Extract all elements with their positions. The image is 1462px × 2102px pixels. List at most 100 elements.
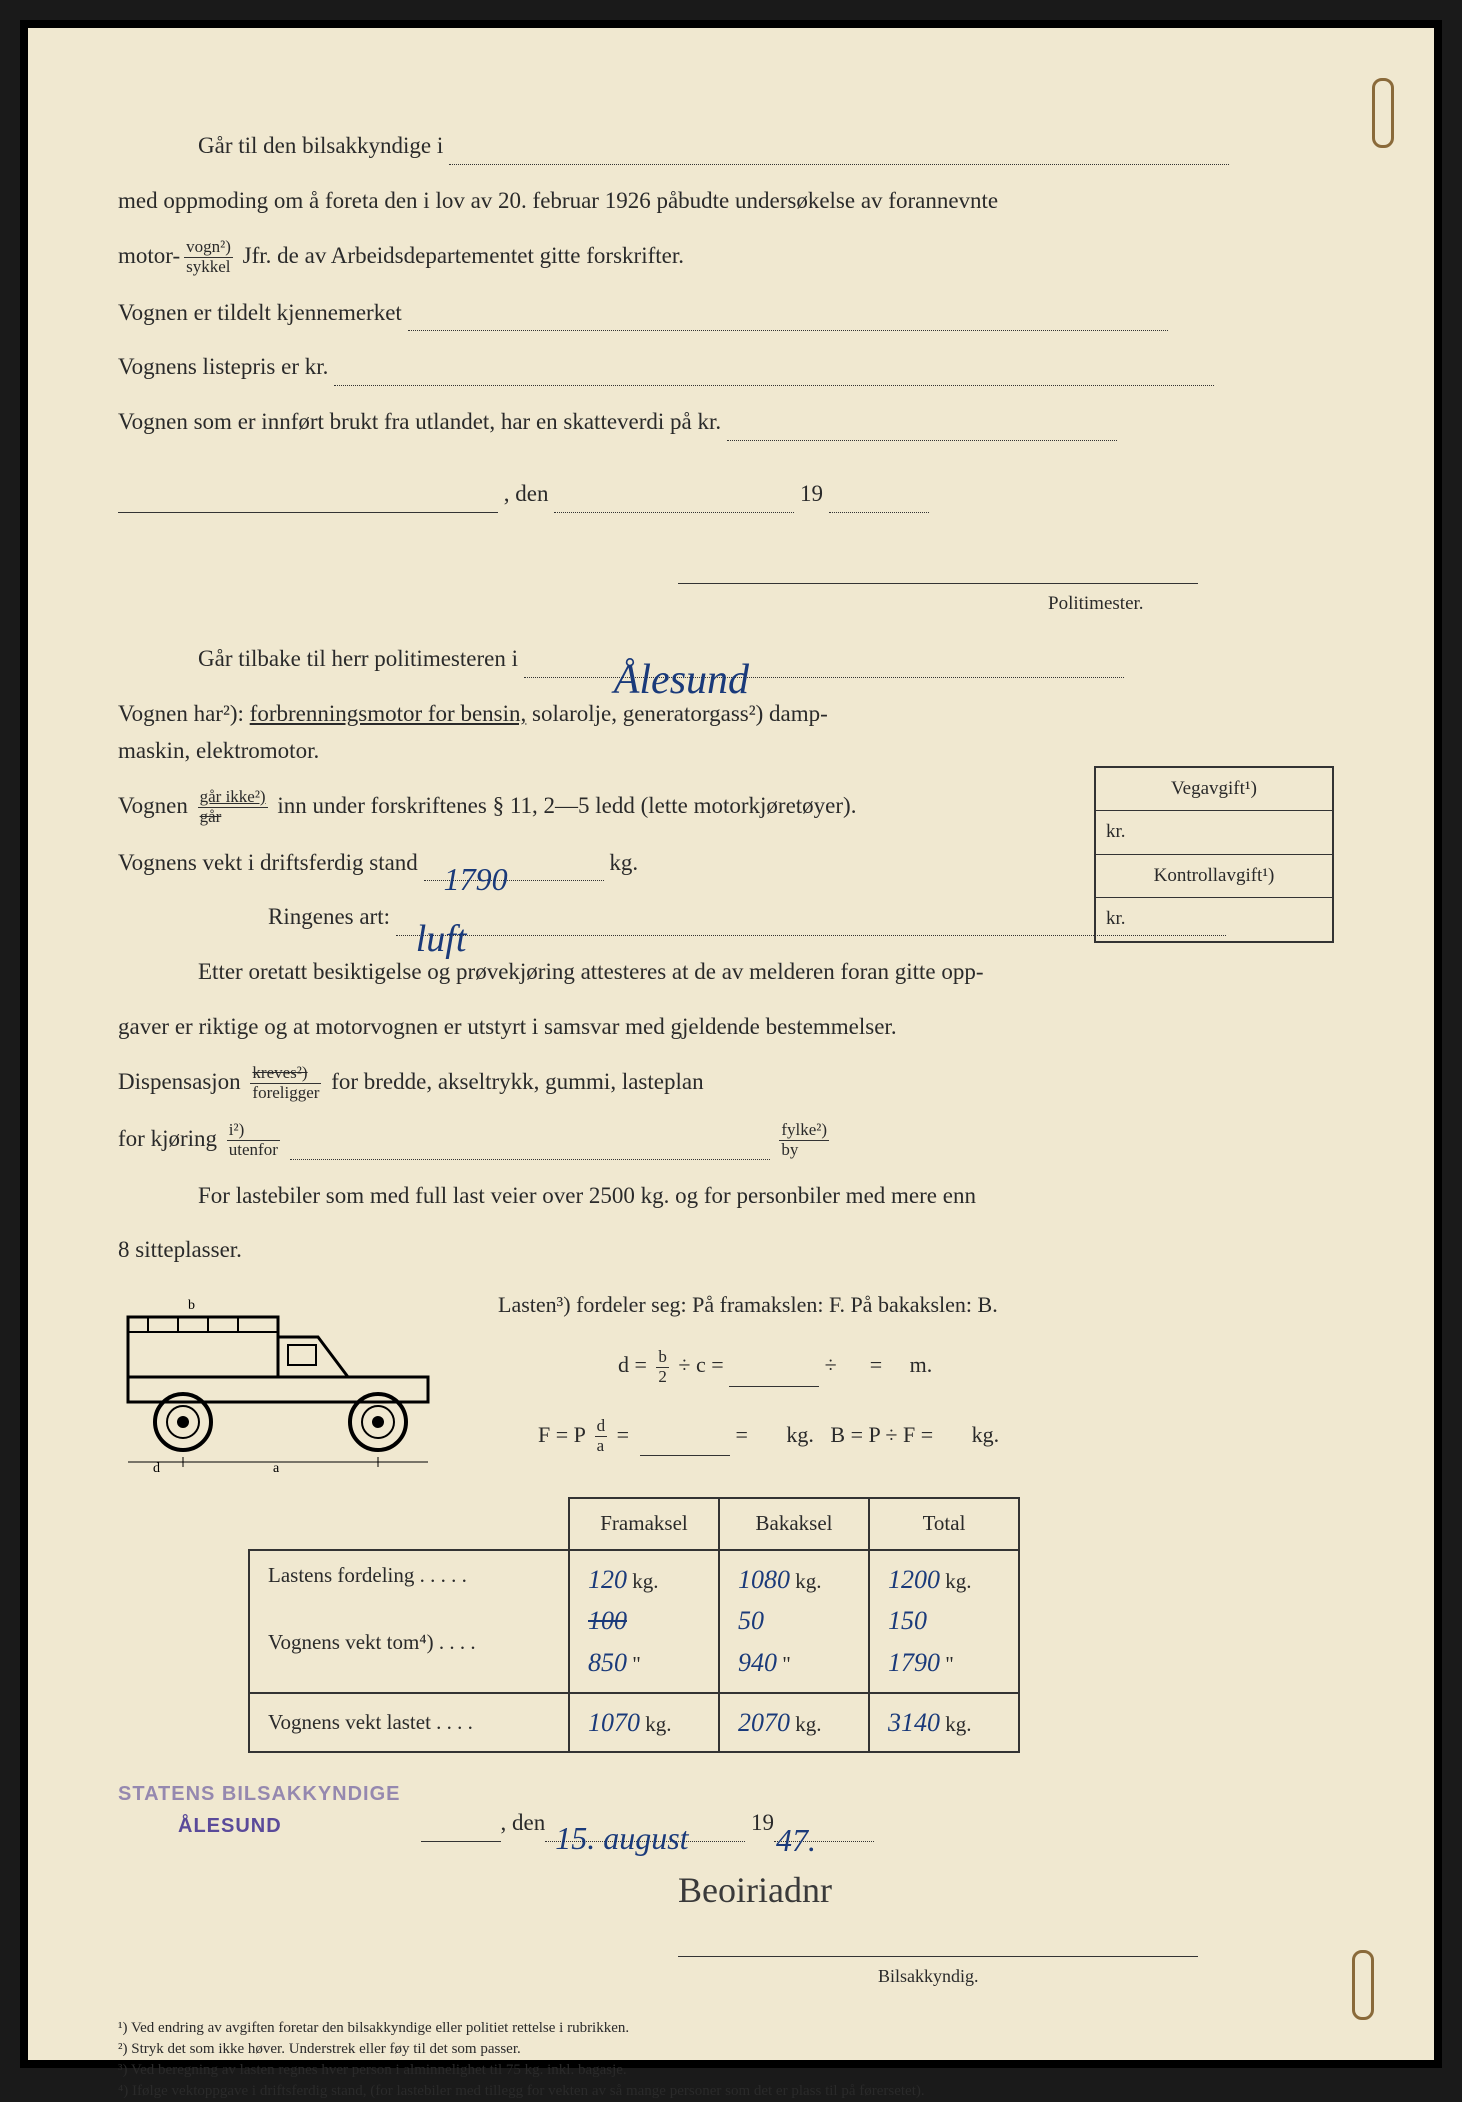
text: Politimester.	[1048, 593, 1144, 614]
place-field: Ålesund	[524, 677, 1124, 678]
blank-field	[727, 440, 1117, 441]
text: Etter oretatt besiktigelse og prøvekjøri…	[198, 959, 984, 984]
text: For lastebiler som med full last veier o…	[198, 1183, 976, 1208]
formulas: Lasten³) fordeler seg: På framakslen: F.…	[498, 1287, 1344, 1455]
table-cell: Vognens vekt lastet . . . .	[249, 1693, 569, 1753]
handwritten-weight: 1790	[444, 854, 508, 905]
blank-field	[829, 512, 929, 513]
lastebil-line2: 8 sitteplasser.	[118, 1232, 1344, 1269]
table-header	[249, 1498, 569, 1550]
bilsakkyndig-sig: Beoiriadnr Bilsakkyndig.	[678, 1862, 1344, 1993]
table-header: Bakaksel	[719, 1498, 869, 1550]
text: Vognen som er innført brukt fra utlandet…	[118, 409, 721, 434]
signature: Beoiriadnr	[678, 1870, 832, 1910]
text: Går tilbake til herr politimesteren i	[198, 646, 518, 671]
line-inspector: Går til den bilsakkyndige i	[118, 128, 1344, 165]
date-field: 15. august	[545, 1841, 745, 1842]
table-cell: 2070 kg.	[719, 1693, 869, 1753]
line-request: med oppmoding om å foreta den i lov av 2…	[118, 183, 1344, 220]
footnote: ²) Stryk det som ikke høver. Understrek …	[118, 2039, 1344, 2060]
blank-field	[421, 1841, 501, 1842]
lasten-label: Lasten³) fordeler seg: På framakslen: F.…	[498, 1287, 1344, 1322]
text: motor-	[118, 243, 180, 268]
fraction: fylke²)by	[779, 1121, 829, 1159]
fraction: i²)utenfor	[227, 1121, 280, 1159]
text: 8 sitteplasser.	[118, 1237, 242, 1262]
text: kg.	[609, 850, 638, 875]
text: med oppmoding om å foreta den i lov av 2…	[118, 188, 998, 213]
handwritten-place: Ålesund	[534, 647, 749, 714]
fee-kontroll-label: Kontrollavgift¹)	[1096, 855, 1332, 898]
table-cell: 1070 kg.	[569, 1693, 719, 1753]
document-page: Går til den bilsakkyndige i med oppmodin…	[20, 20, 1442, 2068]
line-tax: Vognen som er innført brukt fra utlandet…	[118, 404, 1344, 441]
signature-line	[678, 583, 1198, 584]
blank-field	[449, 164, 1229, 165]
text: Vognen er tildelt kjennemerket	[118, 300, 402, 325]
truck-icon: d a b	[118, 1287, 468, 1477]
return-line: Går tilbake til herr politimesteren i Ål…	[118, 641, 1344, 678]
text: for bredde, akseltrykk, gummi, lasteplan	[325, 1069, 703, 1094]
weight-field: 1790	[424, 880, 604, 881]
text: Vognen	[118, 793, 194, 818]
text: 19	[800, 481, 823, 506]
text: Vognens vekt i driftsferdig stand	[118, 850, 418, 875]
table-cell: Lastens fordeling . . . . . Vognens vekt…	[249, 1550, 569, 1693]
stamp: STATENS BILSAKKYNDIGE ÅLESUND	[118, 1778, 401, 1842]
rings-field: luft	[396, 935, 1226, 936]
blank-field	[334, 385, 1214, 386]
text: Går til den bilsakkyndige i	[198, 133, 443, 158]
text: Bilsakkyndig.	[878, 1966, 979, 1986]
fee-vegavgift-value: kr.	[1096, 811, 1332, 854]
svg-text:a: a	[273, 1461, 280, 1476]
paperclip-icon	[1352, 1950, 1374, 2020]
footnote: ¹) Ved endring av avgiften foretar den b…	[118, 2018, 1344, 2039]
text-underlined: forbrenningsmotor for bensin,	[250, 701, 527, 726]
handwritten-rings: luft	[416, 909, 467, 970]
text: Jfr. de av Arbeidsdepartementet gitte fo…	[243, 243, 684, 268]
table-header: Total	[869, 1498, 1019, 1550]
text: 19	[751, 1805, 774, 1842]
formula-d: d = b2 ÷ c = ÷ = m.	[618, 1347, 1344, 1386]
weight-table: Framaksel Bakaksel Total Lastens fordeli…	[248, 1497, 1020, 1753]
attest-line1: Etter oretatt besiktigelse og prøvekjøri…	[118, 954, 1344, 991]
table-cell: 3140 kg.	[869, 1693, 1019, 1753]
line-plate: Vognen er tildelt kjennemerket	[118, 295, 1344, 332]
text: Dispensasjon	[118, 1069, 246, 1094]
fraction: kreves²)foreligger	[250, 1064, 321, 1102]
text: , den	[501, 1805, 546, 1842]
text: Ringenes art:	[268, 904, 390, 929]
table-header: Framaksel	[569, 1498, 719, 1550]
signature-line	[678, 1956, 1198, 1957]
dispensation-line: Dispensasjon kreves²)foreligger for bred…	[118, 1064, 1344, 1103]
politimester-sig: Politimester.	[678, 548, 1344, 622]
para11-line: Vognen går ikke²)går inn under forskrift…	[118, 788, 1048, 827]
table-cell: 1200 kg. 150 1790 "	[869, 1550, 1019, 1693]
fee-box: Vegavgift¹) kr. Kontrollavgift¹) kr.	[1094, 766, 1334, 943]
handwritten-date: 15. august	[555, 1813, 688, 1864]
blank-field	[408, 330, 1168, 331]
text: maskin, elektromotor.	[118, 738, 319, 763]
text: gaver er riktige og at motorvognen er ut…	[118, 1014, 897, 1039]
fraction: vogn²)sykkel	[184, 238, 233, 276]
blank-field	[118, 512, 498, 513]
handwritten-year: 47.	[776, 1815, 816, 1866]
lastebil-line1: For lastebiler som med full last veier o…	[118, 1178, 1344, 1215]
table-cell: 120 kg. 100 850 "	[569, 1550, 719, 1693]
paperclip-icon	[1372, 78, 1394, 148]
text: for kjøring	[118, 1126, 223, 1151]
final-date-line: STATENS BILSAKKYNDIGE ÅLESUND , den 15. …	[118, 1778, 1344, 1842]
text: inn under forskriftenes § 11, 2—5 ledd (…	[272, 793, 857, 818]
footnotes: ¹) Ved endring av avgiften foretar den b…	[118, 2018, 1344, 2102]
truck-row: d a b Lasten³) fordeler seg: På framaksl…	[118, 1287, 1344, 1477]
formula-f: F = P da = = kg. B = P ÷ F = kg.	[538, 1417, 1344, 1456]
blank-field	[290, 1159, 770, 1160]
kjoring-line: for kjøring i²)utenfor fylke²)by	[118, 1121, 1344, 1160]
fee-vegavgift-label: Vegavgift¹)	[1096, 768, 1332, 811]
blank-field	[554, 512, 794, 513]
text: , den	[504, 481, 549, 506]
svg-text:b: b	[188, 1298, 195, 1313]
table-header-row: Framaksel Bakaksel Total	[249, 1498, 1019, 1550]
attest-line2: gaver er riktige og at motorvognen er ut…	[118, 1009, 1344, 1046]
text: Vognens listepris er kr.	[118, 354, 328, 379]
